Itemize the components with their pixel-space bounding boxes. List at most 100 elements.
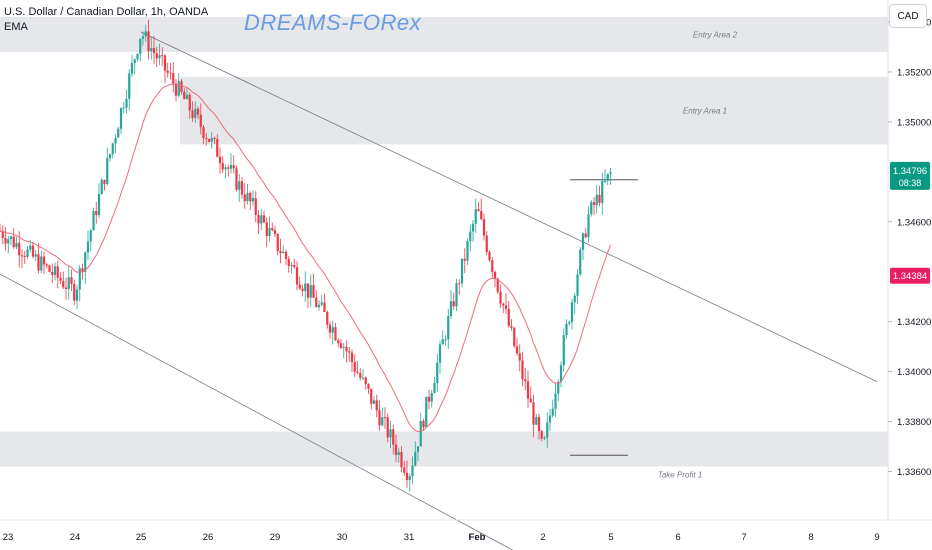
- candle[interactable]: [326, 310, 329, 329]
- candle[interactable]: [40, 250, 43, 274]
- candle[interactable]: [84, 251, 87, 285]
- candle[interactable]: [518, 344, 521, 372]
- candle[interactable]: [562, 328, 565, 372]
- candle[interactable]: [579, 247, 582, 277]
- candle[interactable]: [449, 289, 453, 319]
- candle[interactable]: [414, 441, 417, 467]
- candle[interactable]: [573, 292, 576, 315]
- candle[interactable]: [210, 132, 213, 149]
- candle[interactable]: [136, 53, 139, 62]
- candle[interactable]: [152, 35, 156, 65]
- candle[interactable]: [298, 276, 301, 290]
- candle[interactable]: [89, 228, 92, 252]
- candle[interactable]: [535, 413, 538, 426]
- candle[interactable]: [356, 360, 359, 375]
- candle[interactable]: [53, 262, 57, 281]
- candle[interactable]: [257, 210, 260, 234]
- candle[interactable]: [119, 107, 123, 134]
- candle[interactable]: [34, 249, 37, 261]
- candle[interactable]: [306, 283, 310, 309]
- candle[interactable]: [350, 349, 354, 372]
- candle[interactable]: [521, 352, 524, 387]
- candle[interactable]: [174, 78, 178, 102]
- candle[interactable]: [229, 153, 233, 174]
- candle[interactable]: [64, 277, 68, 300]
- candle[interactable]: [592, 196, 596, 216]
- candle[interactable]: [466, 238, 469, 265]
- candle[interactable]: [378, 400, 381, 431]
- candle[interactable]: [480, 198, 483, 221]
- candle[interactable]: [309, 274, 312, 307]
- candle[interactable]: [312, 273, 315, 298]
- candle[interactable]: [568, 320, 571, 326]
- candle[interactable]: [117, 126, 120, 138]
- candle[interactable]: [587, 206, 590, 243]
- candle[interactable]: [15, 236, 18, 250]
- candle[interactable]: [1, 225, 4, 245]
- candle[interactable]: [513, 326, 516, 348]
- candle[interactable]: [394, 434, 398, 463]
- candle[interactable]: [345, 340, 348, 363]
- candle[interactable]: [199, 103, 202, 135]
- candle[interactable]: [370, 388, 373, 410]
- candle[interactable]: [400, 446, 403, 473]
- candle[interactable]: [359, 367, 362, 381]
- candle[interactable]: [408, 473, 411, 492]
- candle[interactable]: [163, 54, 167, 83]
- candle[interactable]: [73, 279, 76, 306]
- candle[interactable]: [97, 183, 101, 218]
- candle[interactable]: [235, 165, 238, 192]
- candle[interactable]: [524, 367, 527, 391]
- zone-area[interactable]: [180, 76, 888, 145]
- candle[interactable]: [392, 424, 395, 455]
- candle[interactable]: [62, 271, 65, 290]
- candle[interactable]: [78, 264, 81, 302]
- candle[interactable]: [293, 258, 296, 269]
- candle[interactable]: [334, 322, 337, 342]
- candle[interactable]: [551, 399, 554, 418]
- candle[interactable]: [188, 92, 191, 119]
- candle[interactable]: [348, 346, 351, 362]
- candle[interactable]: [315, 290, 318, 308]
- candle[interactable]: [595, 184, 598, 214]
- candle[interactable]: [609, 167, 612, 185]
- candle[interactable]: [180, 79, 183, 95]
- candle[interactable]: [425, 396, 428, 428]
- candle[interactable]: [202, 125, 205, 145]
- candle[interactable]: [70, 269, 73, 291]
- candle[interactable]: [477, 201, 480, 212]
- candle[interactable]: [381, 407, 384, 427]
- candle[interactable]: [546, 412, 549, 448]
- candle[interactable]: [150, 36, 153, 60]
- candle[interactable]: [485, 231, 488, 256]
- candle[interactable]: [419, 412, 422, 447]
- candle[interactable]: [67, 265, 70, 300]
- candle[interactable]: [469, 224, 472, 252]
- candle[interactable]: [265, 217, 268, 248]
- candle[interactable]: [422, 418, 425, 431]
- candle[interactable]: [482, 213, 486, 241]
- candle[interactable]: [279, 238, 282, 264]
- candle[interactable]: [122, 101, 125, 114]
- candle[interactable]: [455, 278, 458, 312]
- candle[interactable]: [367, 383, 370, 394]
- candle[interactable]: [144, 24, 147, 42]
- indicator-label[interactable]: EMA: [4, 21, 28, 33]
- candle[interactable]: [158, 43, 161, 66]
- candle[interactable]: [128, 69, 131, 111]
- candle[interactable]: [463, 248, 466, 273]
- candle[interactable]: [502, 302, 505, 313]
- candle[interactable]: [191, 101, 194, 122]
- candle[interactable]: [31, 241, 35, 259]
- candle[interactable]: [268, 216, 271, 242]
- trendline[interactable]: [140, 31, 878, 382]
- candle[interactable]: [301, 284, 304, 297]
- candle[interactable]: [488, 250, 491, 263]
- candle[interactable]: [51, 263, 54, 284]
- candle[interactable]: [386, 413, 389, 443]
- candle[interactable]: [183, 87, 186, 100]
- candle[interactable]: [433, 376, 436, 394]
- candle[interactable]: [507, 301, 510, 328]
- candle[interactable]: [559, 361, 563, 388]
